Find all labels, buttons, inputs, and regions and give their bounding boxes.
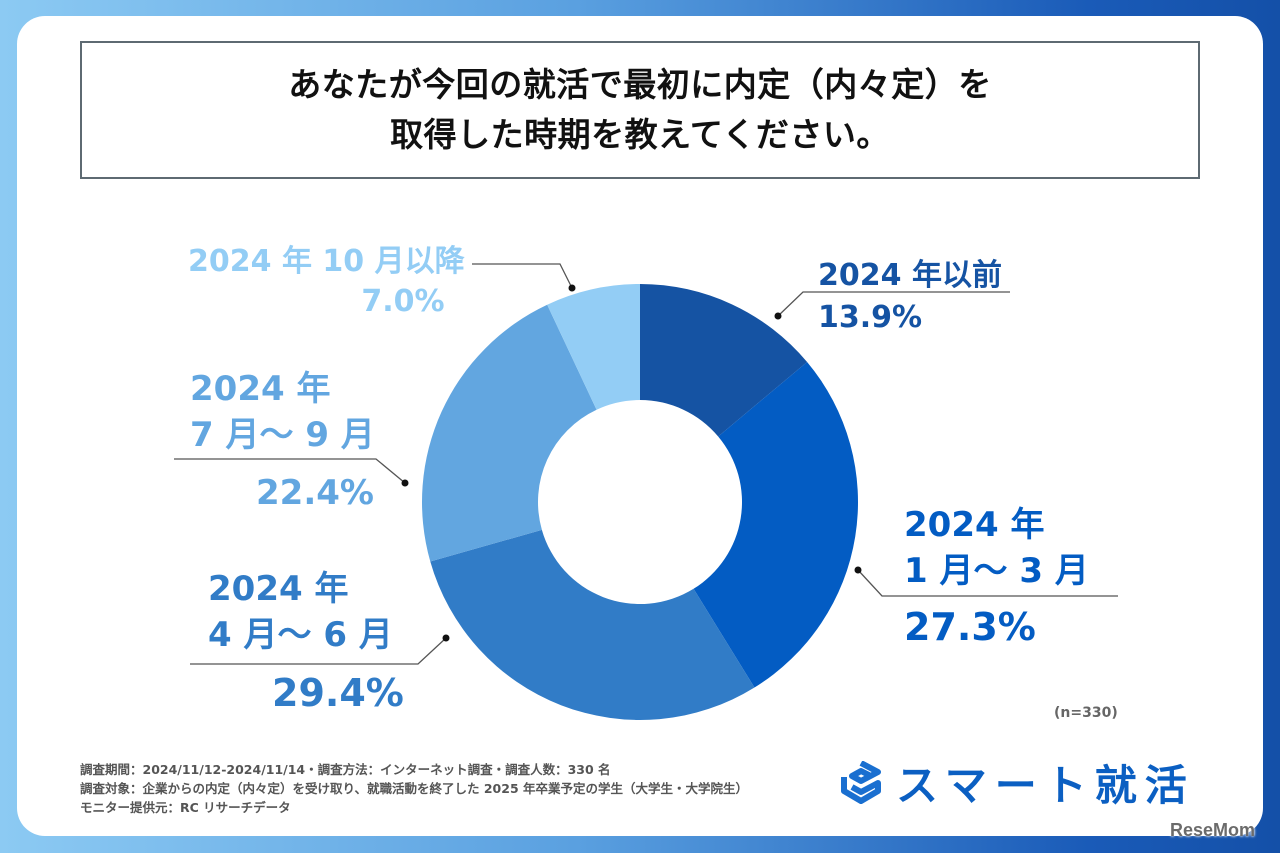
donut-slice-oct-later [547, 284, 640, 410]
donut-slice-jul-sep [422, 304, 597, 562]
question-title-line-1: あなたが今回の就活で最初に内定（内々定）を [288, 65, 992, 104]
slice-category: 2024 年 10 月以降 [188, 244, 465, 279]
slice-value: 7.0% [361, 284, 445, 319]
survey-notes: 調査期間：2024/11/12-2024/11/14・調査方法：インターネット調… [80, 760, 748, 817]
slice-value: 27.3% [904, 605, 1036, 649]
slice-value: 13.9% [818, 300, 923, 335]
leader-jul-sep-line [174, 458, 406, 484]
leader-jan-mar-dot [854, 566, 862, 574]
leader-jan-mar-line [857, 569, 1118, 597]
leader-oct-later-line [472, 263, 573, 289]
donut-slice-apr-jun [430, 529, 755, 720]
watermark-resemom: ReseMom [1170, 820, 1256, 840]
donut-slice-before-2024 [640, 284, 808, 437]
slice-label-jan-mar: 2024 年 1 月～ 3 月 27.3% [904, 502, 1089, 652]
slice-value: 22.4% [256, 473, 374, 513]
slice-category: 1 月～ 3 月 [904, 551, 1089, 591]
brand-logo: スマート就活 [840, 752, 1195, 813]
slice-category: 2024 年 [190, 369, 331, 409]
leader-apr-jun-dot [442, 634, 450, 642]
question-title-line-2: 取得した時期を教えてください。 [390, 115, 890, 154]
sample-size-label: (n=330) [1054, 705, 1118, 721]
leader-before-2024-line [777, 291, 1010, 317]
slice-category: 2024 年 [904, 505, 1045, 545]
slice-label-jul-sep: 2024 年 7 月～ 9 月 22.4% [190, 366, 375, 516]
donut-slice-jan-mar [693, 361, 858, 688]
leader-apr-jun-line [190, 637, 447, 665]
question-title-box: あなたが今回の就活で最初に内定（内々定）を 取得した時期を教えてください。 [80, 41, 1200, 179]
slice-label-oct-later: 2024 年 10 月以降 7.0% [188, 242, 465, 322]
slice-label-before-2024: 2024 年以前 13.9% [818, 250, 1002, 335]
smart-shukatsu-logo-icon [841, 760, 881, 804]
leader-jul-sep-dot [401, 479, 409, 487]
survey-target-line: 調査対象：企業からの内定（内々定）を受け取り、就職活動を終了した 2025 年卒… [80, 781, 748, 796]
slice-category: 7 月～ 9 月 [190, 415, 375, 455]
slice-category: 2024 年 [208, 569, 349, 609]
survey-provider-line: モニター提供元：RC リサーチデータ [80, 800, 291, 815]
brand-name: スマート就活 [896, 761, 1195, 810]
leader-oct-later-dot [568, 284, 576, 292]
leader-before-2024-dot [774, 312, 782, 320]
slice-value: 29.4% [272, 671, 404, 715]
slice-category: 4 月～ 6 月 [208, 615, 393, 655]
survey-period-line: 調査期間：2024/11/12-2024/11/14・調査方法：インターネット調… [80, 762, 611, 777]
slice-category: 2024 年以前 [818, 258, 1002, 293]
slice-label-apr-jun: 2024 年 4 月～ 6 月 29.4% [208, 566, 404, 718]
